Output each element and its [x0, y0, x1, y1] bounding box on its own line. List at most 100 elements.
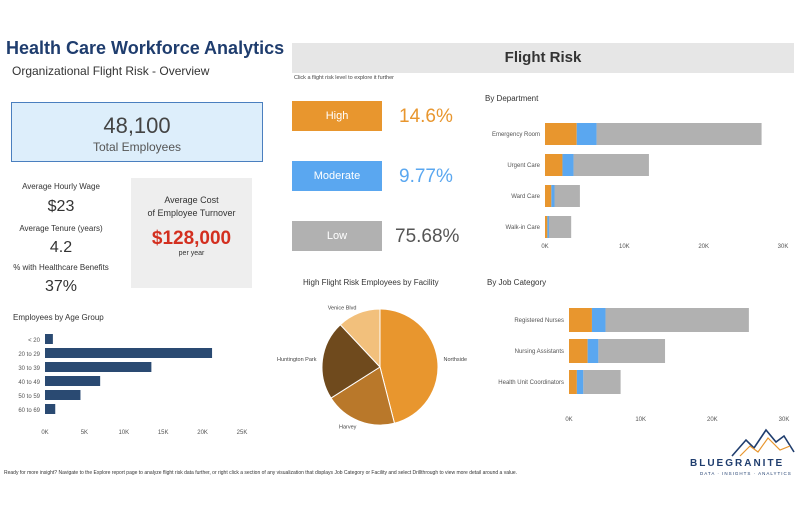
age-category-label: 50 to 59 [18, 394, 40, 400]
brand-name: BLUEGRANITE [690, 458, 785, 469]
job-category-bar-segment [598, 339, 666, 363]
healthcare-benefits-label: % with Healthcare Benefits [13, 263, 109, 272]
age-category-label: 60 to 69 [18, 408, 40, 414]
risk-level-low-button[interactable]: Low [292, 221, 382, 251]
pie-slice-label: Huntington Park [277, 357, 317, 363]
risk-level-low-pct: 75.68% [395, 226, 460, 247]
department-axis-tick: 10K [619, 244, 630, 250]
pie-slice-label: Harvey [339, 425, 357, 431]
risk-level-moderate-button[interactable]: Moderate [292, 161, 382, 191]
healthcare-benefits-value: 37% [44, 278, 78, 295]
flight-risk-banner: Flight Risk [292, 43, 794, 73]
age-bar [45, 348, 213, 358]
pie-slice [321, 324, 381, 399]
age-group-chart[interactable]: < 20 20 to 29 30 to 39 40 to 49 50 to 59 60 t… [0, 328, 270, 440]
avg-wage-value: $23 [47, 198, 75, 215]
age-axis-tick: 20K [197, 430, 208, 436]
turnover-cost-value: $128,000 [151, 228, 232, 249]
job-category-bar-segment [569, 339, 588, 363]
age-bar [45, 334, 53, 344]
avg-tenure-value: 4.2 [49, 239, 73, 256]
age-category-label: 40 to 49 [18, 380, 40, 386]
total-employees-card[interactable]: 48,100 Total Employees [11, 102, 263, 162]
department-bar-segment [573, 154, 649, 176]
department-bar-segment [545, 154, 563, 176]
age-axis-tick: 10K [118, 430, 129, 436]
job-category-axis-tick: 20K [707, 417, 718, 423]
job-category-category-label: Health Unit Coordinators [498, 380, 564, 386]
pie-slice [339, 308, 381, 369]
job-category-category-label: Nursing Assistants [515, 349, 564, 355]
job-category-bar-segment [587, 339, 599, 363]
turnover-cost-title: Average Cost of Employee Turnover [131, 194, 252, 220]
avg-wage-label: Average Hourly Wage [22, 182, 100, 191]
job-category-axis-tick: 30K [779, 417, 790, 423]
job-category-axis-tick: 0K [565, 417, 572, 423]
flight-risk-hint: Click a flight risk level to explore it … [294, 75, 394, 81]
avg-tenure-label: Average Tenure (years) [19, 224, 103, 233]
age-group-title: Employees by Age Group [13, 313, 104, 322]
flight-risk-title: Flight Risk [504, 49, 582, 66]
total-employees-label: Total Employees [92, 140, 182, 154]
department-bar-segment [545, 123, 577, 145]
by-department-title: By Department [485, 94, 539, 103]
turnover-cost-title-line1: Average Cost [164, 195, 219, 205]
job-category-axis-tick: 10K [635, 417, 646, 423]
age-bar [45, 404, 56, 414]
turnover-cost-card[interactable]: Average Cost of Employee Turnover $128,0… [131, 178, 252, 288]
age-bar [45, 376, 101, 386]
by-job-category-title: By Job Category [487, 278, 547, 287]
age-axis-tick: 25K [237, 430, 248, 436]
turnover-cost-sub: per year [178, 250, 205, 257]
pie-slice [330, 366, 396, 426]
age-bar [45, 390, 81, 400]
department-bar-segment [596, 123, 762, 145]
department-bar-segment [545, 216, 548, 238]
job-category-chart[interactable]: Registered Nurses Nursing Assistants Healt… [470, 296, 800, 426]
job-category-category-label: Registered Nurses [514, 318, 564, 324]
pie-slice-label: Northside [443, 357, 467, 363]
dashboard-subtitle: Organizational Flight Risk - Overview [12, 64, 210, 78]
facility-pie-chart[interactable]: Northside Harvey Huntington Park Venice Blv… [255, 292, 485, 442]
age-category-label: 30 to 39 [18, 366, 40, 372]
department-bar-segment [548, 216, 572, 238]
job-category-bar-segment [569, 370, 577, 394]
department-bar-segment [547, 216, 549, 238]
brand-tagline: DATA · INSIGHTS · ANALYTICS [700, 471, 792, 476]
department-axis-tick: 30K [778, 244, 789, 250]
department-bar-segment [545, 185, 552, 207]
department-bar-segment [554, 185, 580, 207]
risk-level-high-pct: 14.6% [399, 106, 453, 127]
dashboard-title: Health Care Workforce Analytics [6, 38, 285, 58]
department-bar-segment [551, 185, 555, 207]
age-axis-tick: 0K [41, 430, 48, 436]
bluegranite-mountain-icon [731, 428, 795, 457]
turnover-cost-title-line2: of Employee Turnover [147, 208, 236, 218]
risk-level-high-button[interactable]: High [292, 101, 382, 131]
facility-pie-title: High Flight Risk Employees by Facility [303, 278, 439, 287]
department-category-label: Emergency Room [492, 132, 540, 138]
department-category-label: Urgent Care [507, 163, 540, 169]
age-category-label: 20 to 29 [18, 352, 40, 358]
age-axis-tick: 5K [81, 430, 88, 436]
job-category-bar-segment [583, 370, 621, 394]
department-bar-segment [562, 154, 574, 176]
job-category-bar-segment [576, 370, 584, 394]
age-category-label: < 20 [28, 338, 41, 344]
department-chart[interactable]: Emergency Room Urgent Care Ward Care Walk-i… [470, 108, 800, 258]
pie-slice [379, 308, 439, 424]
age-axis-tick: 15K [158, 430, 169, 436]
job-category-bar-segment [569, 308, 592, 332]
pie-slice-label: Venice Blvd [328, 305, 357, 311]
age-bar [45, 362, 152, 372]
footer-text: Ready for more insight? Navigate to the … [4, 470, 518, 476]
job-category-bar-segment [605, 308, 749, 332]
job-category-bar-segment [591, 308, 606, 332]
risk-level-moderate-pct: 9.77% [399, 166, 453, 187]
total-employees-value: 48,100 [103, 113, 171, 138]
department-category-label: Walk-in Care [506, 225, 541, 231]
department-axis-tick: 0K [541, 244, 548, 250]
department-bar-segment [576, 123, 597, 145]
department-axis-tick: 20K [698, 244, 709, 250]
department-category-label: Ward Care [511, 194, 540, 200]
